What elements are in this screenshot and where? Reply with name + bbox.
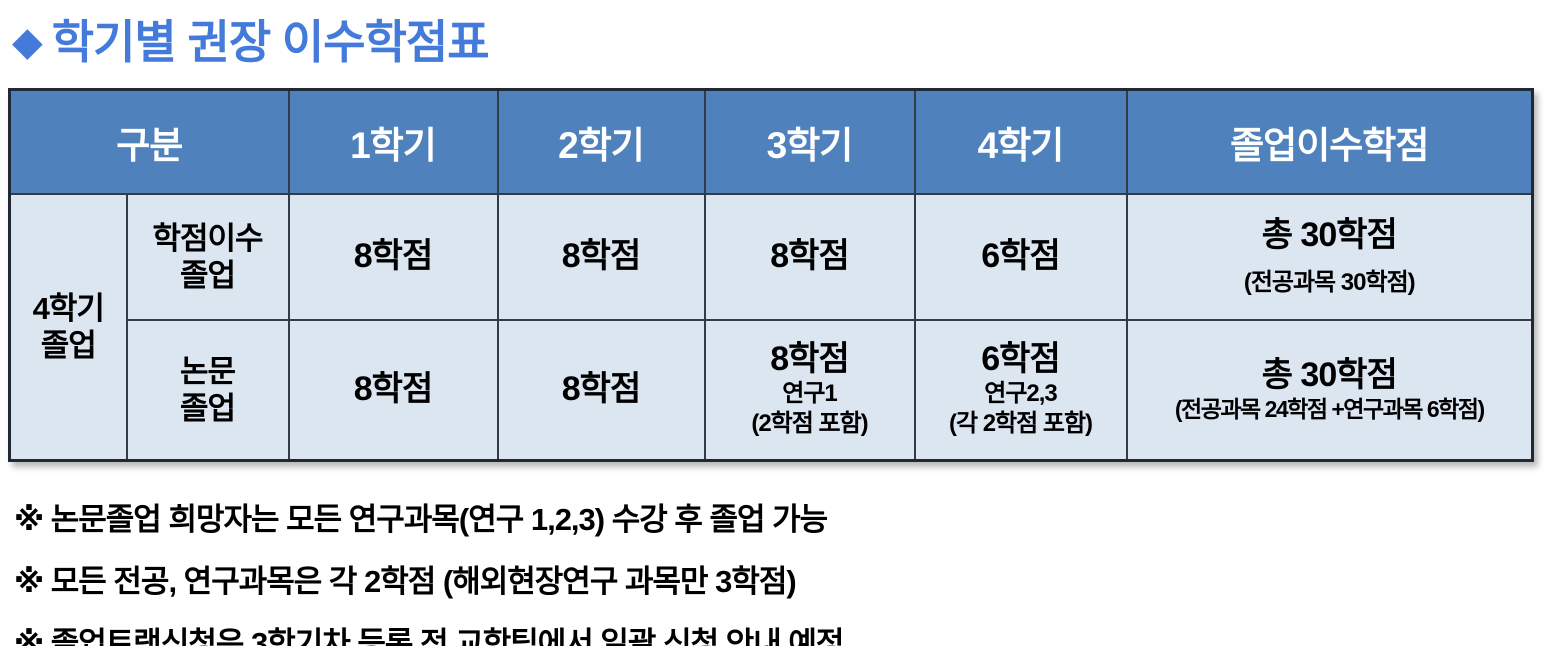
semester-credit-table: 구분 1학기 2학기 3학기 4학기 졸업이수학점 4학기 졸업 학점이수 졸업… [8,88,1534,462]
cell-row2-sem2: 8학점 [496,319,706,461]
footnote-thesis-requirement: ※ 논문졸업 희망자는 모든 연구과목(연구 1,2,3) 수강 후 졸업 가능 [14,502,828,537]
track-label-line2: 졸업 [179,390,236,426]
group-label-line1: 4학기 [32,290,105,326]
sem3-credits: 8학점 [770,340,849,379]
cell-row2-total: 총 30학점 (전공과목 24학점 +연구과목 6학점) [1125,319,1534,461]
footnote-credit-per-course: ※ 모든 전공, 연구과목은 각 2학점 (해외현장연구 과목만 3학점) [14,564,797,599]
cell-row2-sem3: 8학점 연구1 (2학점 포함) [703,319,916,461]
cell-row1-sem1: 8학점 [287,193,499,321]
cell-row2-sem4: 6학점 연구2,3 (각 2학점 포함) [913,319,1128,461]
track-label-line1: 학점이수 [152,220,263,256]
track-label-line2: 졸업 [179,258,236,293]
header-semester-2: 2학기 [496,88,706,195]
sem4-research-note: 연구2,3 [984,380,1058,408]
footnote-track-application: ※ 졸업트랙신청은 3학기차 등록 전 교학팀에서 일괄 신청 안내 예정 [14,626,844,646]
header-semester-1: 1학기 [287,88,499,195]
cell-row1-sem3: 8학점 [703,193,916,321]
total-main: 총 30학점 [1261,355,1398,394]
table-row-thesis-track: 논문 졸업 8학점 8학점 8학점 연구1 (2학점 포함) 6학점 연구2,3… [10,319,1534,461]
track-label-line1: 논문 [179,353,236,389]
page-title-text: 학기별 권장 이수학점표 [51,16,490,68]
diamond-bullet-icon: ◆ [12,20,43,64]
track-thesis: 논문 졸업 [125,319,290,461]
table-header-row: 구분 1학기 2학기 3학기 4학기 졸업이수학점 [8,88,1534,195]
cell-row1-sem4: 6학점 [913,193,1128,321]
header-semester-4: 4학기 [913,88,1128,195]
total-sub: (전공과목 30학점) [1243,268,1416,296]
cell-row2-sem1: 8학점 [287,319,499,461]
row-group-4-semester-graduation: 4학기 졸업 [8,193,128,461]
sem4-credits: 6학점 [981,340,1060,379]
cell-row1-total: 총 30학점 (전공과목 30학점) [1125,193,1534,321]
header-category: 구분 [8,88,290,195]
cell-row1-sem2: 8학점 [496,193,706,321]
sem3-research-note: 연구1 [782,380,838,408]
total-main: 총 30학점 [1261,216,1398,255]
table-row-credit-track: 4학기 졸업 학점이수 졸업 8학점 8학점 8학점 6학점 총 30학점 (전… [8,193,1534,461]
page-title: ◆ 학기별 권장 이수학점표 [12,6,490,72]
sem3-included-note: (2학점 포함) [751,410,868,438]
footnotes-section: ※ 논문졸업 희망자는 모든 연구과목(연구 1,2,3) 수강 후 졸업 가능… [14,494,844,646]
sem4-included-note: (각 2학점 포함) [948,410,1093,438]
track-credit-completion: 학점이수 졸업 [125,193,290,321]
total-sub: (전공과목 24학점 +연구과목 6학점) [1174,395,1485,422]
header-graduation-credits: 졸업이수학점 [1125,88,1534,195]
group-label-line2: 졸업 [40,327,97,363]
header-semester-3: 3학기 [703,88,916,195]
